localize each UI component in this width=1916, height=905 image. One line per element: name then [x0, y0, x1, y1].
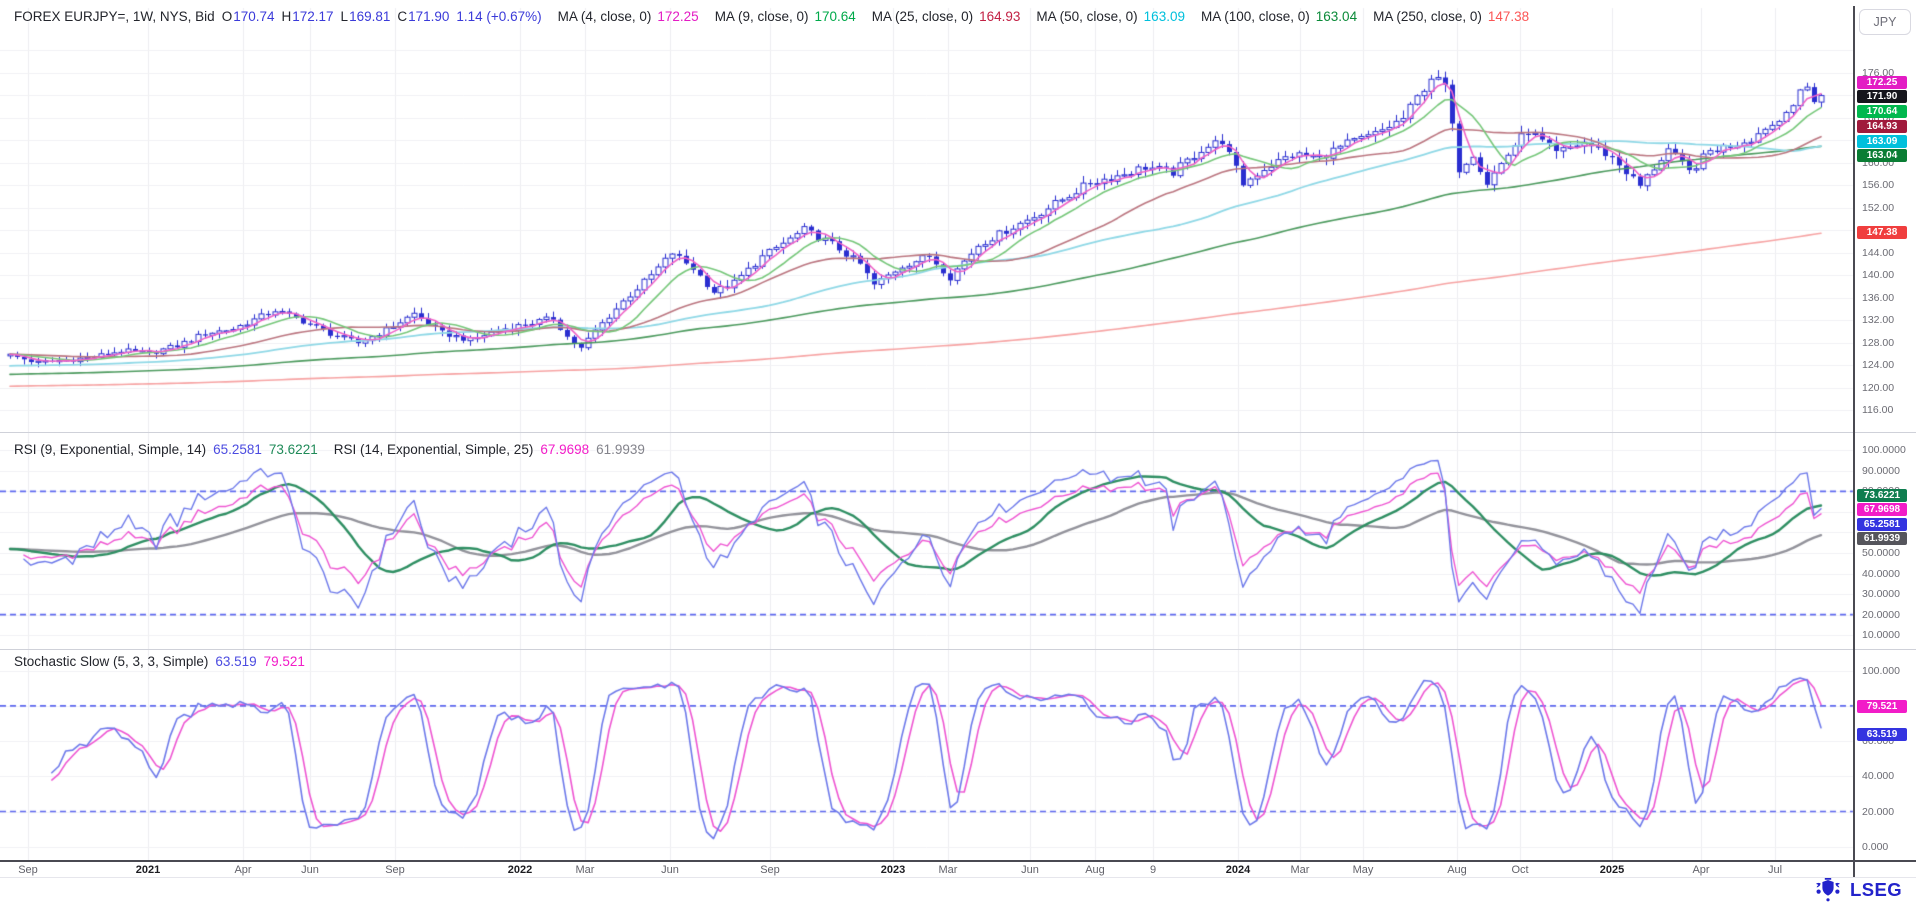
time-axis-tick: Mar — [575, 864, 595, 876]
time-axis-year-tick: 2022 — [507, 864, 533, 876]
stoch-badge: 79.521 — [1857, 699, 1907, 713]
stoch-axis-tick: 0.000 — [1862, 840, 1889, 853]
instrument-title: FOREX EURJPY=, 1W, NYS, Bid — [14, 9, 215, 24]
price-axis-tick: 152.00 — [1862, 201, 1895, 214]
rsi-axis-tick: 30.0000 — [1862, 588, 1900, 601]
rsi9-label: RSI (9, Exponential, Simple, 14) — [14, 442, 207, 457]
price-badge: 172.25 — [1857, 75, 1907, 89]
time-axis-tick: Mar — [1290, 864, 1310, 876]
time-axis-tick: Jun — [1021, 864, 1039, 876]
open-value: O 170.74 — [221, 9, 275, 24]
price-chart-canvas[interactable] — [0, 0, 1854, 861]
price-badge: 171.90 — [1857, 90, 1907, 104]
rsi-badge: 67.9698 — [1857, 503, 1907, 517]
rsi-badge: 61.9939 — [1857, 532, 1907, 546]
time-axis-year-tick: 2024 — [1225, 864, 1251, 876]
time-axis-year-tick: 2021 — [135, 864, 161, 876]
time-axis-year-tick: 2023 — [880, 864, 906, 876]
lseg-wordmark: LSEG — [1850, 878, 1902, 900]
pane-separator-rsi[interactable] — [0, 649, 1916, 650]
lseg-crest-icon — [1816, 878, 1841, 902]
rsi-axis-tick: 40.0000 — [1862, 567, 1900, 580]
price-axis-tick: 176.00 — [1862, 66, 1895, 79]
ma4-legend: MA (4, close, 0) 172.25 — [557, 9, 699, 24]
price-badge: 147.38 — [1857, 226, 1907, 240]
price-axis-tick: 132.00 — [1862, 314, 1895, 326]
time-axis-tick: Sep — [760, 864, 780, 876]
price-axis-border[interactable] — [1853, 6, 1855, 877]
rsi-pane-legend: RSI (9, Exponential, Simple, 14) 65.2581… — [14, 442, 645, 457]
time-axis-tick: May — [1352, 864, 1374, 876]
ma50-legend: MA (50, close, 0) 163.09 — [1036, 9, 1185, 24]
time-axis-tick: Apr — [1692, 864, 1710, 876]
price-badge: 163.09 — [1857, 134, 1907, 148]
price-axis-tick: 116.00 — [1862, 404, 1894, 416]
price-axis-tick: 156.00 — [1862, 179, 1895, 191]
time-axis-tick: 9 — [1149, 864, 1157, 876]
time-axis-tick: Aug — [1085, 864, 1105, 876]
price-badge: 163.04 — [1857, 149, 1907, 163]
ma9-legend: MA (9, close, 0) 170.64 — [714, 9, 856, 24]
price-axis-panel[interactable]: 176.00172.00168.00164.00160.00156.00152.… — [1854, 0, 1916, 860]
rsi14-value: 67.9698 — [540, 442, 590, 457]
rsi14-signal-value: 61.9939 — [596, 442, 645, 457]
time-axis-tick: Apr — [234, 864, 252, 876]
stochastic-pane-legend: Stochastic Slow (5, 3, 3, Simple) 63.519… — [14, 654, 305, 669]
rsi9-signal-value: 73.6221 — [268, 442, 318, 457]
stochastic-k-value: 63.519 — [215, 654, 257, 669]
price-axis-tick: 140.00 — [1862, 269, 1895, 281]
low-value: L 169.81 — [340, 9, 391, 24]
price-axis-tick: 124.00 — [1862, 359, 1895, 371]
ma250-legend: MA (250, close, 0) 147.38 — [1373, 9, 1530, 24]
price-axis-tick: 144.00 — [1862, 246, 1895, 259]
time-axis-tick: Sep — [385, 864, 405, 876]
time-axis-year-tick: 2025 — [1599, 864, 1625, 876]
high-value: H 172.17 — [281, 9, 334, 24]
rsi-badge: 73.6221 — [1857, 489, 1907, 503]
price-axis-tick: 120.00 — [1862, 381, 1895, 394]
time-axis-tick: Jun — [661, 864, 679, 876]
rsi-axis-tick: 10.0000 — [1862, 629, 1900, 642]
rsi9-value: 65.2581 — [213, 442, 262, 457]
stoch-badge: 63.519 — [1857, 727, 1907, 741]
currency-unit-button[interactable]: JPY — [1859, 9, 1911, 35]
time-axis-tick: Aug — [1447, 864, 1467, 876]
time-axis-border[interactable] — [0, 860, 1916, 862]
ma100-legend: MA (100, close, 0) 163.04 — [1200, 9, 1358, 24]
pane-separator-main[interactable] — [0, 432, 1916, 433]
stoch-axis-tick: 40.000 — [1862, 770, 1895, 783]
rsi-axis-tick: 100.0000 — [1862, 444, 1906, 457]
price-axis-tick: 128.00 — [1862, 336, 1895, 349]
time-axis[interactable]: Sep 2021 Apr Jun Sep 2022 Mar Jun Sep 2023 Mar Jun A… — [0, 860, 1854, 878]
time-axis-tick: Sep — [18, 864, 38, 876]
rsi14-label: RSI (14, Exponential, Simple, 25) — [333, 442, 534, 457]
close-value: C 171.90 — [397, 9, 450, 24]
stochastic-d-value: 79.521 — [263, 654, 305, 669]
time-axis-tick: Jul — [1767, 864, 1783, 876]
time-axis-tick: Jun — [301, 864, 319, 876]
time-axis-tick: Mar — [938, 864, 958, 876]
main-chart-legend: FOREX EURJPY=, 1W, NYS, Bid O 170.74 H 172… — [14, 9, 1529, 24]
stoch-axis-tick: 100.000 — [1862, 664, 1900, 677]
price-badge: 170.64 — [1857, 104, 1907, 118]
time-axis-bottom-border — [0, 877, 1916, 878]
rsi-axis-tick: 50.0000 — [1862, 547, 1900, 560]
stochastic-label: Stochastic Slow (5, 3, 3, Simple) — [14, 654, 209, 669]
lseg-logo: LSEG — [1813, 877, 1902, 902]
rsi-badge: 65.2581 — [1857, 517, 1907, 531]
stoch-axis-tick: 20.000 — [1862, 805, 1895, 818]
price-axis-tick: 136.00 — [1862, 291, 1895, 304]
rsi-axis-tick: 20.0000 — [1862, 608, 1900, 621]
rsi-axis-tick: 90.0000 — [1862, 464, 1900, 477]
ma25-legend: MA (25, close, 0) 164.93 — [871, 9, 1021, 24]
change-value: 1.14 (+0.67%) — [456, 9, 542, 24]
price-badge: 164.93 — [1857, 120, 1907, 134]
time-axis-tick: Oct — [1511, 864, 1529, 876]
